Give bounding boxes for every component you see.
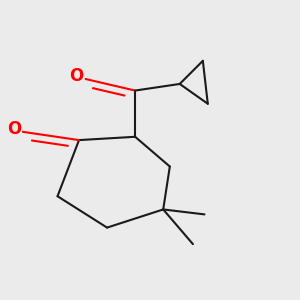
Text: O: O bbox=[8, 120, 22, 138]
Text: O: O bbox=[69, 67, 83, 85]
